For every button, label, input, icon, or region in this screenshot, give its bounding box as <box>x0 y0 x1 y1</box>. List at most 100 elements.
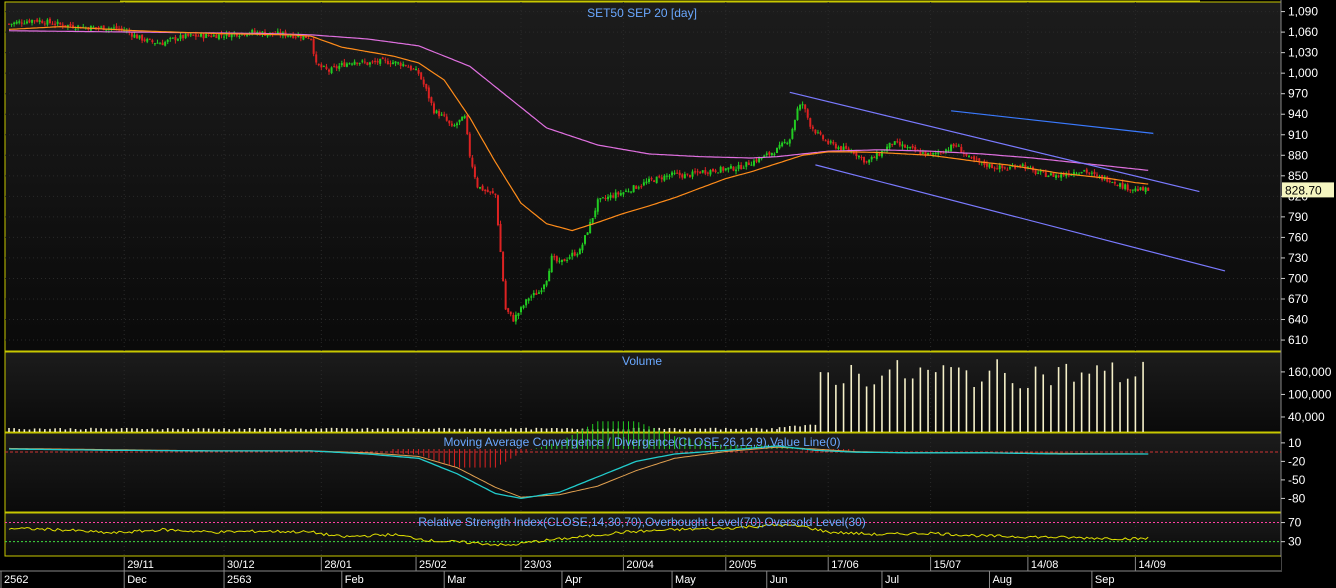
trendline <box>815 164 1226 272</box>
candle-body <box>614 192 617 199</box>
volume-bar <box>448 428 451 432</box>
candle-body <box>394 61 397 64</box>
candle-body <box>8 23 10 25</box>
candle-body <box>1044 172 1047 177</box>
candle-body <box>1126 184 1129 191</box>
volume-bar <box>330 427 333 432</box>
volume-bar <box>484 428 486 432</box>
volume-bar <box>469 429 471 432</box>
candle-body <box>374 60 377 62</box>
rsi-panel-title: Relative Strength Index(CLOSE,14,30,70),… <box>418 515 866 529</box>
candle-body <box>722 167 725 171</box>
volume-bar <box>858 373 860 432</box>
candle-body <box>456 123 458 126</box>
candle-body <box>320 64 323 68</box>
macd-lines <box>8 445 1149 500</box>
candle-body <box>148 38 151 40</box>
volume-bar <box>166 428 169 432</box>
candle-body <box>1047 175 1050 178</box>
candle-body <box>176 39 179 41</box>
candle-body <box>509 311 512 315</box>
candle-body <box>1011 165 1014 167</box>
candle-body <box>886 146 889 152</box>
candle-body <box>448 120 451 124</box>
volume-bar <box>269 428 271 432</box>
candle-body <box>888 142 891 148</box>
price-panel-frame <box>4 1 1282 352</box>
candle-body <box>118 28 121 30</box>
volume-bar <box>499 428 502 432</box>
candle-body <box>617 192 620 195</box>
candle-body <box>197 35 200 37</box>
volume-bar <box>100 428 102 432</box>
candle-body <box>865 161 868 163</box>
candle-body <box>491 191 494 193</box>
candle-body <box>1083 170 1086 172</box>
candle-body <box>676 172 679 174</box>
candle-body <box>968 155 970 157</box>
volume-bar <box>392 428 394 432</box>
macd-panel-title: Moving Average Convergence / Divergence(… <box>443 435 840 449</box>
candle-body <box>1139 187 1142 191</box>
candle-body <box>691 171 694 177</box>
price-tick-label: 910 <box>1288 128 1308 142</box>
candle-body <box>143 39 146 41</box>
date-axis-bg <box>0 557 1281 588</box>
candle-body <box>566 259 569 261</box>
candle-body <box>61 24 64 27</box>
volume-bar <box>745 429 748 432</box>
price-tick-label: 760 <box>1288 230 1308 244</box>
volume-bar <box>1088 373 1091 432</box>
volume-bar <box>356 428 358 432</box>
candle-body <box>1096 174 1098 176</box>
candle-body <box>650 178 653 180</box>
candle-body <box>435 110 438 114</box>
candle-body <box>450 123 453 126</box>
volume-bar <box>253 428 256 432</box>
candle-body <box>576 254 579 256</box>
candle-body <box>420 72 423 80</box>
volume-bar <box>177 429 179 432</box>
candle-body <box>1124 184 1127 190</box>
candle-body <box>584 235 586 244</box>
candle-body <box>361 60 364 62</box>
candle-body <box>253 30 256 33</box>
candle-body <box>266 34 269 37</box>
price-tick-label: 610 <box>1288 333 1308 347</box>
trendline <box>951 110 1154 134</box>
volume-bar <box>850 364 853 432</box>
candle-body <box>353 61 356 65</box>
candle-body <box>714 170 717 172</box>
candle-body <box>694 171 697 173</box>
candle-body <box>251 29 254 33</box>
candle-body <box>555 256 558 262</box>
candle-body <box>238 35 241 38</box>
candle-body <box>724 168 727 171</box>
candle-body <box>873 157 876 159</box>
volume-bar <box>428 428 430 432</box>
candle-body <box>550 255 553 273</box>
volume-bar <box>663 429 666 432</box>
month-tick-label: Apr <box>565 574 582 586</box>
candle-body <box>1136 189 1139 191</box>
candle-body <box>461 116 464 121</box>
candle-body <box>880 150 883 157</box>
volume-bar <box>778 427 781 432</box>
candle-body <box>1072 172 1075 175</box>
volume-bar <box>284 429 287 432</box>
volume-bar <box>725 427 727 432</box>
candle-body <box>768 152 771 155</box>
candle-body <box>363 61 366 63</box>
volume-bar <box>453 429 456 432</box>
candle-body <box>164 41 167 46</box>
candle-body <box>952 144 955 147</box>
candle-body <box>709 170 712 175</box>
candle-body <box>1037 172 1040 174</box>
volume-bar <box>561 428 563 432</box>
candle-body <box>458 119 461 123</box>
candle-body <box>619 193 622 196</box>
candle-body <box>965 153 968 156</box>
month-tick-label: Dec <box>127 574 147 586</box>
candle-body <box>1055 175 1058 178</box>
candle-body <box>205 34 208 38</box>
